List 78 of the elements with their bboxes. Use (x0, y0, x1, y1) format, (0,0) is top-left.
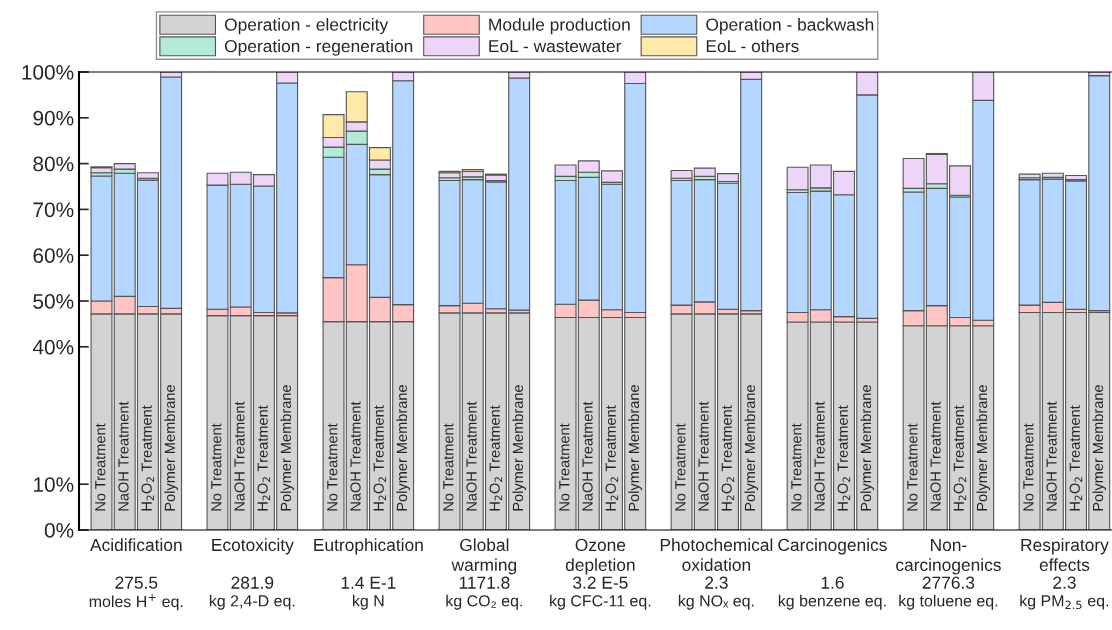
x-tick-label: NaOH Treatment (234, 401, 245, 511)
x-tick-label: Polymer Membrane (164, 385, 178, 511)
x-tick-label: Polymer Membrane (396, 385, 410, 511)
x-tick-label: No Treatment (211, 423, 222, 511)
x-tick-label: No Treatment (95, 423, 106, 511)
x-tick-label: No Treatment (675, 423, 686, 511)
text: kg PM$_{2.5}$ eq. (1020, 594, 1109, 610)
x-tick-label: Polymer Membrane (628, 385, 642, 511)
x-tick-label: H$_{2}$O$_{2}$ Treatment (489, 405, 503, 511)
x-tick-label: NaOH Treatment (1046, 401, 1057, 511)
x-tick-label: Polymer Membrane (280, 385, 294, 511)
text: kg 2,4-D eq. (209, 594, 295, 610)
y-tick-label: 100% (22, 65, 74, 80)
text: Global warming (451, 538, 517, 575)
y-tick-label: 90% (33, 110, 74, 126)
x-tick-label: H$_{2}$O$_{2}$ Treatment (837, 405, 851, 511)
legend-label: Operation - backwash (706, 18, 874, 35)
text: 2.3 (1053, 576, 1076, 589)
text: Ecotoxicity (212, 538, 294, 555)
y-tick-label: 40% (32, 339, 74, 355)
text: 2.3 (705, 576, 728, 589)
text: moles H$^{+}$ eq. (89, 593, 183, 611)
x-tick-label: H$_{2}$O$_{2}$ Treatment (721, 405, 735, 511)
legend-label: EoL - others (706, 39, 799, 53)
x-tick-label: NaOH Treatment (930, 401, 941, 511)
y-tick-label: 50% (33, 294, 74, 309)
text: 1.6 (821, 576, 844, 589)
x-tick-label: Polymer Membrane (512, 385, 526, 511)
y-tick-label: 0% (44, 523, 74, 538)
legend-label: Operation - regeneration (224, 39, 413, 56)
x-tick-label: No Treatment (791, 423, 802, 511)
x-tick-label: NaOH Treatment (466, 401, 477, 511)
x-tick-label: NaOH Treatment (698, 401, 709, 511)
legend-label: EoL - wastewater (489, 40, 622, 53)
x-tick-label: No Treatment (559, 423, 570, 511)
x-tick-label: NaOH Treatment (582, 401, 593, 511)
x-tick-label: NaOH Treatment (350, 401, 361, 511)
y-tick-label: 60% (33, 248, 74, 263)
x-tick-label: Polymer Membrane (860, 385, 875, 511)
text: Non- carcinogenics (896, 538, 1001, 575)
legend-label: Module production (489, 18, 630, 35)
text: 275.5 (115, 576, 158, 589)
x-tick-label: H$_{2}$O$_{2}$ Treatment (257, 405, 271, 511)
x-tick-label: No Treatment (443, 423, 454, 511)
y-tick-label: 80% (33, 156, 74, 172)
y-tick-label: 10% (34, 477, 74, 492)
text: kg NOₓ eq. (678, 594, 754, 610)
x-tick-label: No Treatment (1023, 423, 1034, 511)
text: 1171.8 (459, 576, 510, 589)
y-tick-label: 70% (33, 202, 74, 218)
text: 3.2 E-5 (573, 576, 628, 589)
legend-label: Operation - electricity (224, 18, 389, 35)
text: Eutrophication (314, 538, 423, 555)
x-tick-label: H$_{2}$O$_{2}$ Treatment (953, 405, 967, 511)
x-tick-label: H$_{2}$O$_{2}$ Treatment (1069, 405, 1083, 511)
text: Acidification (90, 538, 182, 552)
text: kg N (353, 594, 384, 610)
text: Respiratory effects (1021, 538, 1109, 572)
x-tick-label: H$_{2}$O$_{2}$ Treatment (373, 405, 387, 511)
text: kg CO₂ eq. (446, 594, 522, 610)
x-tick-label: Polymer Membrane (1092, 385, 1107, 511)
x-tick-label: H$_{2}$O$_{2}$ Treatment (605, 405, 619, 511)
text: kg CFC-11 eq. (550, 594, 651, 610)
x-tick-label: Polymer Membrane (976, 385, 991, 511)
x-tick-label: No Treatment (907, 423, 918, 511)
x-tick-label: H$_{2}$O$_{2}$ Treatment (141, 405, 155, 511)
text: 281.9 (231, 576, 274, 589)
text: Ozone depletion (565, 538, 635, 575)
x-tick-label: Polymer Membrane (744, 385, 758, 511)
text: Photochemical oxidation (660, 538, 773, 572)
text: kg toluene eq. (899, 594, 998, 610)
text: kg benzene eq. (778, 594, 886, 610)
x-tick-label: No Treatment (327, 423, 338, 511)
x-tick-label: NaOH Treatment (118, 401, 129, 511)
text: 2776.3 (922, 576, 975, 589)
x-tick-label: NaOH Treatment (814, 401, 825, 511)
text: Carcinogenics (778, 538, 887, 555)
text: 1.4 E-1 (341, 576, 396, 589)
